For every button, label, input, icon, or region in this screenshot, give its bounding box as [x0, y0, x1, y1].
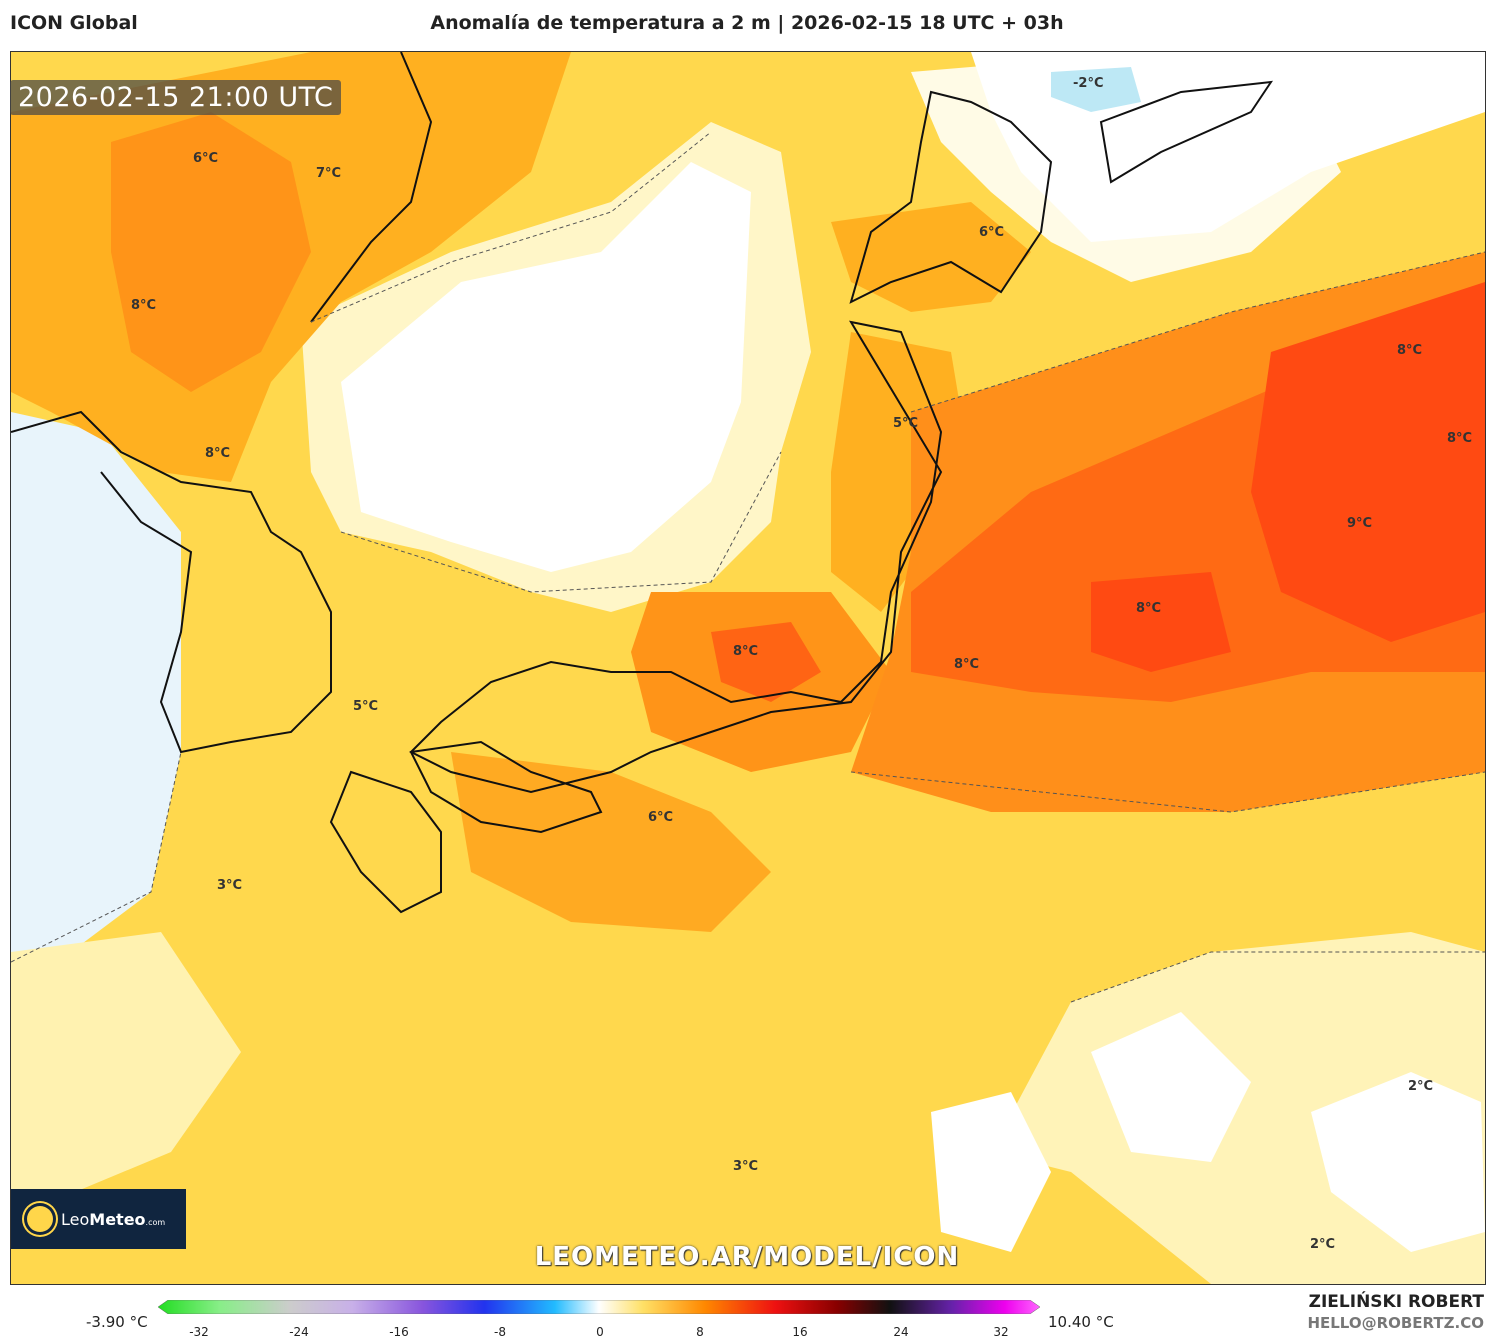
contour-label: 8°C	[1136, 601, 1161, 616]
contour-label: 8°C	[954, 657, 979, 672]
temperature-anomaly-map[interactable]: -2°C 6°C 7°C 6°C 8°C 8°C 8°C 5°C 8°C 9°C…	[10, 51, 1486, 1285]
colorbar-tick: 16	[792, 1325, 808, 1339]
contour-labels: -2°C 6°C 7°C 6°C 8°C 8°C 8°C 5°C 8°C 9°C…	[131, 76, 1472, 1252]
colorbar-tick: 32	[993, 1325, 1009, 1339]
watermark-url: LEOMETEO.AR/MODEL/ICON	[534, 1242, 960, 1272]
leometeo-logo: LeoMeteo.com	[11, 1189, 186, 1249]
contour-label: 8°C	[1447, 431, 1472, 446]
contour-label: 6°C	[193, 151, 218, 166]
contour-label: 8°C	[1397, 343, 1422, 358]
contour-label: 6°C	[979, 225, 1004, 240]
contour-label: 8°C	[131, 298, 156, 313]
colorbar-tick: 8	[696, 1325, 704, 1339]
contour-label: 8°C	[733, 644, 758, 659]
contour-label: 2°C	[1408, 1079, 1433, 1094]
colorbar-tick: -32	[189, 1325, 209, 1339]
author-name: ZIELIŃSKI ROBERT	[1308, 1292, 1484, 1312]
map-title: Anomalía de temperatura a 2 m | 2026-02-…	[430, 12, 1064, 34]
colorbar-tick: -8	[494, 1325, 506, 1339]
author-url[interactable]: HELLO@ROBERTZ.CO	[1307, 1314, 1484, 1332]
coastlines	[11, 52, 1274, 914]
colorbar-min-label: -3.90 °C	[86, 1313, 148, 1331]
valid-time-badge: 2026-02-15 21:00 UTC	[10, 80, 342, 115]
cold-sea-west	[11, 412, 181, 962]
contour-lines	[11, 131, 1485, 1003]
cold-pocket-north	[1051, 67, 1141, 112]
contour-label: 6°C	[648, 810, 673, 825]
map-canvas: -2°C 6°C 7°C 6°C 8°C 8°C 8°C 5°C 8°C 9°C…	[11, 52, 1485, 1284]
model-name: ICON Global	[10, 12, 138, 34]
colorbar-tick: -16	[389, 1325, 409, 1339]
contour-label: 7°C	[316, 166, 341, 181]
contour-label: 3°C	[733, 1159, 758, 1174]
colorbar-tick: 0	[596, 1325, 604, 1339]
contour-label: 8°C	[205, 446, 230, 461]
colorbar	[158, 1300, 1040, 1314]
sun-icon	[27, 1206, 53, 1232]
contour-label: 5°C	[893, 416, 918, 431]
colorbar-tick: -24	[289, 1325, 309, 1339]
sea-of-japan-neutral	[341, 162, 751, 572]
warmest-pacific	[1251, 282, 1485, 642]
contour-label: 2°C	[1310, 1237, 1335, 1252]
contour-label: -2°C	[1073, 76, 1103, 91]
contour-label: 5°C	[353, 699, 378, 714]
contour-label: 3°C	[217, 878, 242, 893]
colorbar-max-label: 10.40 °C	[1048, 1313, 1114, 1331]
logo-text: LeoMeteo.com	[61, 1209, 166, 1229]
contour-label: 9°C	[1347, 516, 1372, 531]
colorbar-tick: 24	[893, 1325, 909, 1339]
